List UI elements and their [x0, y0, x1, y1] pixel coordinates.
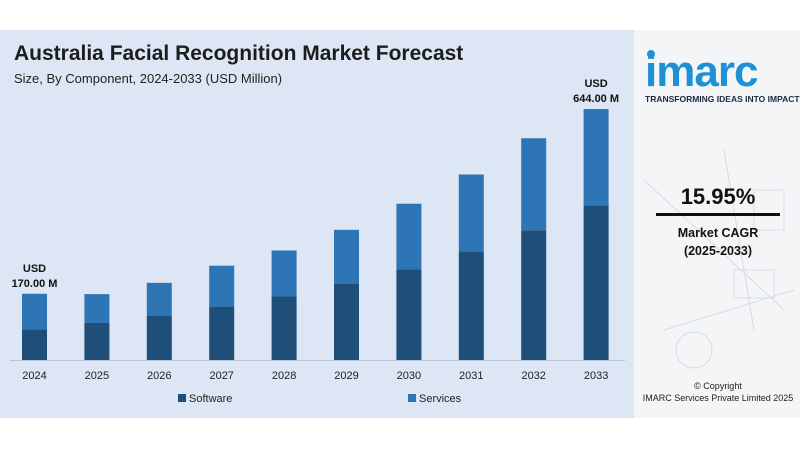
brand-logo-text: imarc	[645, 47, 758, 96]
cagr-divider	[656, 213, 780, 216]
brand-sidebar	[634, 30, 800, 418]
bar-services-2024	[22, 293, 47, 330]
bar-services-2025	[84, 294, 110, 323]
copyright-company: IMARC Services Private Limited 2025	[642, 393, 794, 403]
bar-software-2031	[458, 251, 484, 360]
bar-software-2033	[583, 205, 609, 360]
bar-services-2026	[146, 282, 172, 316]
imarc-logo-icon	[647, 50, 655, 58]
bar-services-2031	[458, 174, 484, 252]
bar-software-2024	[22, 329, 47, 360]
legend-label-services: Services	[419, 393, 462, 405]
bar-software-2029	[334, 284, 359, 360]
value-annotation: 170.00 M	[12, 278, 58, 290]
bar-software-2028	[271, 296, 297, 360]
chart-title: Australia Facial Recognition Market Fore…	[14, 42, 464, 65]
copyright-line: © Copyright	[694, 381, 742, 391]
decorative-background	[643, 149, 795, 369]
cagr-value: 15.95%	[680, 184, 756, 209]
x-tick-label: 2030	[397, 370, 421, 382]
legend-label-software: Software	[189, 393, 232, 405]
bar-services-2028	[271, 250, 297, 297]
x-tick-label: 2028	[272, 370, 296, 382]
x-tick-label: 2024	[22, 370, 46, 382]
brand-tagline: TRANSFORMING IDEAS INTO IMPACT	[645, 94, 800, 104]
value-annotation-unit: USD	[23, 263, 46, 275]
bar-software-2025	[84, 322, 110, 360]
bar-software-2032	[521, 230, 547, 360]
x-tick-label: 2033	[584, 370, 608, 382]
chart-subtitle: Size, By Component, 2024-2033 (USD Milli…	[14, 71, 283, 86]
legend-swatch-software	[178, 394, 186, 402]
cagr-label-line1: Market CAGR	[677, 226, 759, 240]
cagr-label-line2: (2025-2033)	[683, 244, 753, 258]
x-tick-label: 2031	[459, 370, 483, 382]
value-annotation: 644.00 M	[573, 93, 619, 105]
x-tick-label: 2027	[209, 370, 233, 382]
x-tick-label: 2026	[147, 370, 171, 382]
bar-software-2027	[209, 306, 235, 360]
bar-services-2027	[209, 265, 235, 307]
value-annotation-unit: USD	[584, 78, 607, 90]
bar-services-2029	[334, 229, 359, 285]
x-tick-label: 2029	[334, 370, 358, 382]
x-tick-label: 2032	[521, 370, 545, 382]
copyright-notice: © Copyright IMARC Services Private Limit…	[636, 380, 800, 404]
bar-software-2026	[146, 315, 172, 360]
bar-services-2032	[521, 138, 547, 231]
bar-chart: 2024 2025 2026 2027 2028 2029 2030 2031 2032 2033…	[10, 78, 625, 405]
bar-services-2033	[583, 109, 609, 206]
legend-swatch-services	[408, 394, 416, 402]
cagr-label: Market CAGR (2025-2033)	[656, 224, 780, 260]
bar-services-2030	[396, 203, 422, 270]
bar-software-2030	[396, 269, 422, 360]
x-tick-label: 2025	[85, 370, 109, 382]
